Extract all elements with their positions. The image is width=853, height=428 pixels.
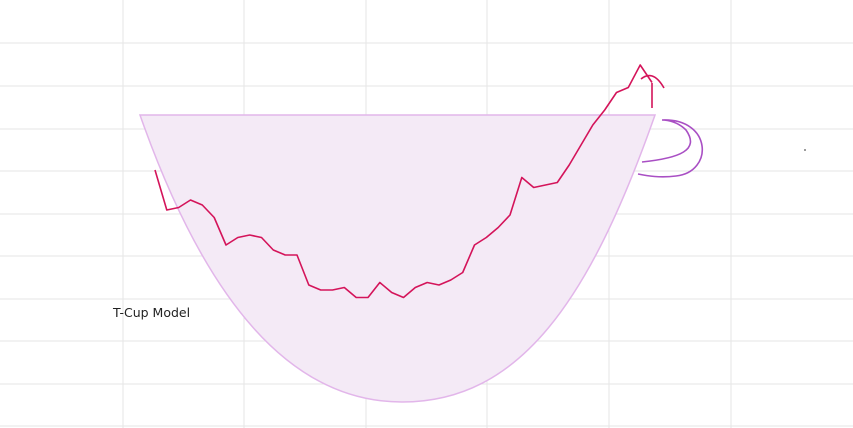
price-series-tip: [640, 74, 665, 108]
cup-body: [138, 114, 657, 403]
price-series-line: [154, 64, 653, 299]
stray-point: [804, 149, 806, 151]
cup-handle: [637, 119, 703, 178]
chart-title: T-Cup Model: [113, 305, 191, 320]
